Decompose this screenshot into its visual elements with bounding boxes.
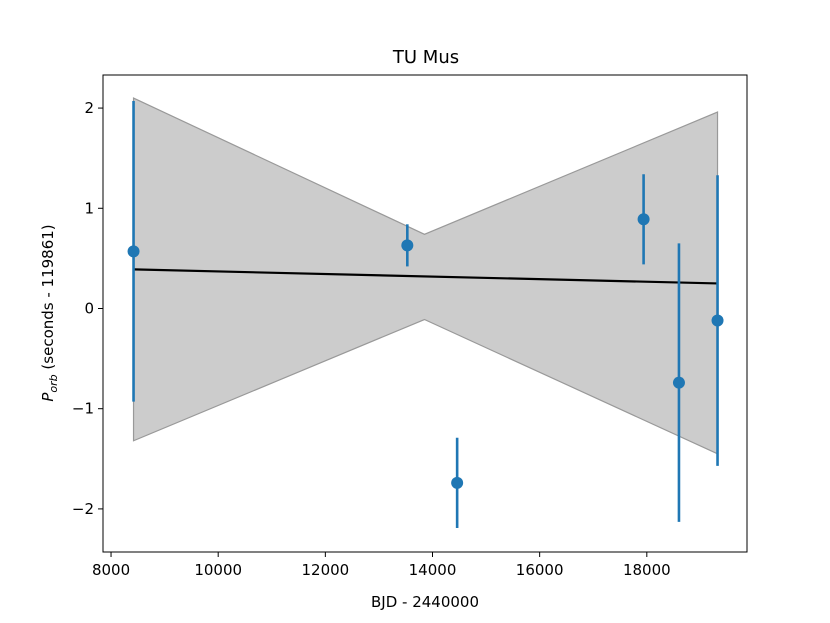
- y-axis-label-rest: (seconds - 119861): [39, 224, 57, 374]
- data-point: [672, 376, 685, 389]
- data-point: [127, 245, 140, 258]
- y-tick-label: −2: [72, 500, 94, 518]
- y-axis-label-main: P: [39, 392, 57, 402]
- point-layer: [127, 213, 724, 489]
- x-tick-label: 8000: [92, 561, 130, 579]
- chart-title: TU Mus: [392, 47, 459, 68]
- fit-line: [133, 268, 718, 285]
- x-tick-label: 16000: [516, 561, 564, 579]
- x-tick-label: 14000: [409, 561, 457, 579]
- x-tick-label: 18000: [623, 561, 671, 579]
- x-axis: 8000 10000 12000 14000 16000 18000: [92, 552, 671, 579]
- y-tick-label: 1: [84, 199, 94, 217]
- y-tick-label: −1: [72, 400, 94, 418]
- x-tick-label: 12000: [301, 561, 349, 579]
- data-point: [451, 476, 464, 489]
- plot-frame: [102, 74, 748, 553]
- x-tick-label: 10000: [194, 561, 242, 579]
- x-axis-label: BJD - 2440000: [371, 593, 479, 611]
- y-axis: 2 1 0 −1 −2: [72, 99, 103, 518]
- fit-line-layer: [133, 268, 718, 285]
- y-axis-label: Porb (seconds - 119861): [39, 224, 60, 401]
- y-axis-label-sub: orb: [47, 374, 60, 392]
- y-tick-label: 2: [84, 99, 94, 117]
- data-point: [401, 239, 414, 252]
- y-tick-label: 0: [84, 299, 94, 317]
- data-point: [637, 213, 650, 226]
- data-point: [711, 314, 724, 327]
